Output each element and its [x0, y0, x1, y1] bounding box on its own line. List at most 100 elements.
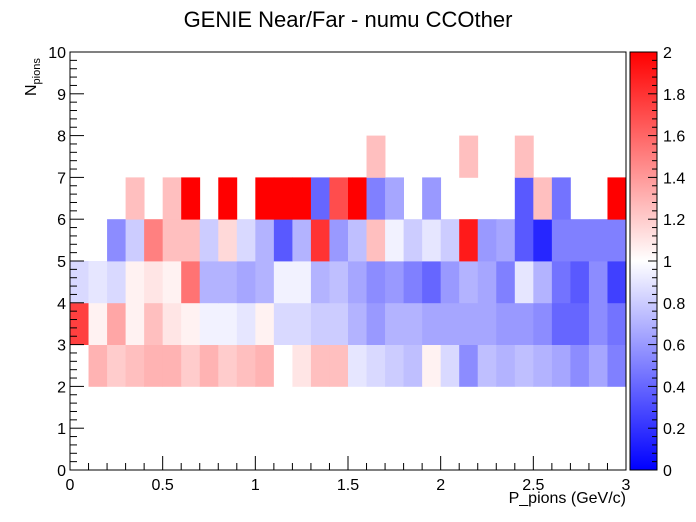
heatmap-cell-r4-c29 [607, 177, 627, 220]
heatmap-cell-r4-c11 [273, 177, 293, 220]
heatmap-cell-r2-c27 [570, 261, 590, 304]
heatmap-cell-r3-c22 [477, 219, 497, 262]
heatmap-cell-r3-c11 [273, 219, 293, 262]
heatmap-cell-r1-c24 [514, 302, 534, 345]
heatmap-cell-r4-c17 [385, 177, 404, 220]
heatmap-cell-r4-c3 [125, 177, 145, 220]
heatmap-cell-r2-c0 [70, 261, 89, 304]
heatmap-cell-r3-c12 [292, 219, 312, 262]
heatmap-cell-r3-c29 [607, 219, 627, 262]
y-axis-title: Npions [23, 58, 43, 96]
heatmap-cell-r1-c21 [459, 302, 479, 345]
heatmap-cell-r1-c8 [218, 302, 238, 345]
heatmap-cell-r1-c13 [310, 302, 330, 345]
heatmap-cell-r2-c4 [144, 261, 164, 304]
heatmap-cell-r0-c13 [310, 344, 330, 387]
heatmap-cell-r4-c24 [514, 177, 534, 220]
heatmap-cell-r2-c6 [181, 261, 201, 304]
heatmap-cell-r0-c4 [144, 344, 164, 387]
heatmap-cell-r1-c14 [329, 302, 349, 345]
heatmap-cell-r0-c0 [70, 344, 89, 387]
heatmap-cell-r2-c3 [125, 261, 145, 304]
heatmap-cell-r2-c16 [366, 261, 386, 304]
heatmap-cell-r2-c25 [533, 261, 553, 304]
x-tick-label: 0.5 [152, 477, 174, 494]
heatmap-cell-r2-c22 [477, 261, 497, 304]
heatmap-cell-r0-c11 [273, 344, 293, 387]
x-tick-label: 2.5 [522, 477, 544, 494]
heatmap-cell-r1-c1 [88, 302, 108, 345]
heatmap-cell-r1-c17 [385, 302, 404, 345]
heatmap-cell-r0-c2 [107, 344, 126, 387]
heatmap-cell-r0-c20 [440, 344, 460, 387]
y-tick-label: 7 [57, 170, 66, 187]
x-tick-label: 1.5 [337, 477, 359, 494]
heatmap-cell-r1-c28 [588, 302, 608, 345]
heatmap-cell-r1-c19 [422, 302, 442, 345]
heatmap-cell-r0-c26 [551, 344, 571, 387]
y-tick-label: 9 [57, 87, 66, 104]
heatmap-cell-r3-c28 [588, 219, 608, 262]
z-tick-label: 0 [663, 463, 672, 480]
heatmap-cell-r3-c16 [366, 219, 386, 262]
heatmap-cell-r1-c16 [366, 302, 386, 345]
heatmap-cell-r0-c14 [329, 344, 349, 387]
z-tick-label: 1.6 [663, 129, 685, 146]
x-tick-label: 2 [436, 477, 445, 494]
heatmap-cell-r4-c19 [422, 177, 442, 220]
heatmap-cell-r4-c10 [255, 177, 275, 220]
heatmap-cell-r0-c7 [199, 344, 219, 387]
heatmap-cell-r2-c26 [551, 261, 571, 304]
heatmap-cell-r3-c26 [551, 219, 571, 262]
heatmap-cell-r2-c15 [348, 261, 367, 304]
heatmap-cell-r3-c17 [385, 219, 404, 262]
heatmap-cell-r3-c25 [533, 219, 553, 262]
heatmap-cell-r1-c20 [440, 302, 460, 345]
heatmap-cell-r1-c23 [496, 302, 516, 345]
heatmap-cell-r0-c24 [514, 344, 534, 387]
heatmap-cell-r4-c6 [181, 177, 201, 220]
heatmap-cell-r2-c17 [385, 261, 404, 304]
heatmap-cell-r3-c21 [459, 219, 479, 262]
heatmap-cell-r1-c11 [273, 302, 293, 345]
heatmap-cell-r1-c6 [181, 302, 201, 345]
heatmap-cell-r3-c3 [125, 219, 145, 262]
heatmap-cell-r0-c29 [607, 344, 627, 387]
heatmap-cell-r4-c26 [551, 177, 571, 220]
heatmap-cell-r5-c16 [366, 135, 386, 178]
y-axis-title-main: N [23, 84, 40, 96]
chart-title: GENIE Near/Far - numu CCOther [184, 7, 513, 32]
heatmap-cell-r3-c14 [329, 219, 349, 262]
heatmap-cell-r1-c12 [292, 302, 312, 345]
y-tick-label: 8 [57, 129, 66, 146]
heatmap-cell-r3-c7 [199, 219, 219, 262]
x-axis-title: P_pions (GeV/c) [509, 490, 626, 507]
z-tick-label: 1.4 [663, 170, 685, 187]
heatmap-cell-r3-c9 [236, 219, 256, 262]
heatmap-cell-r4-c13 [310, 177, 330, 220]
z-tick-label: 1.8 [663, 87, 685, 104]
heatmap-cell-r3-c4 [144, 219, 164, 262]
heatmap-cell-r4-c25 [533, 177, 553, 220]
y-tick-label: 6 [57, 212, 66, 229]
heatmap-cell-r0-c1 [88, 344, 108, 387]
heatmap-cell-r1-c3 [125, 302, 145, 345]
heatmap-cell-r4-c16 [366, 177, 386, 220]
heatmap-cell-r3-c8 [218, 219, 238, 262]
heatmap-cell-r3-c2 [107, 219, 126, 262]
x-tick-label: 0 [66, 477, 75, 494]
heatmap-cell-r3-c20 [440, 219, 460, 262]
heatmap-cell-r1-c26 [551, 302, 571, 345]
heatmap-cell-r2-c2 [107, 261, 126, 304]
heatmap-cell-r3-c15 [348, 219, 367, 262]
y-tick-label: 2 [57, 379, 66, 396]
y-tick-label: 1 [57, 421, 66, 438]
heatmap-cell-r2-c19 [422, 261, 442, 304]
heatmap-cell-r0-c10 [255, 344, 275, 387]
heatmap-cell-r0-c21 [459, 344, 479, 387]
heatmap-cell-r3-c18 [403, 219, 423, 262]
heatmap-cell-r2-c29 [607, 261, 627, 304]
heatmap-cell-r0-c28 [588, 344, 608, 387]
heatmap-cell-r2-c8 [218, 261, 238, 304]
